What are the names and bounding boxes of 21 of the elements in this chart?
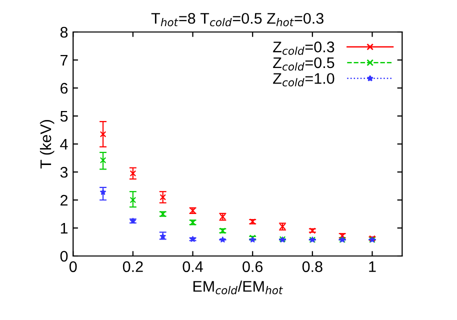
y-tick-label: 3 <box>60 166 68 178</box>
y-tick-label: 5 <box>60 111 68 122</box>
legend-label: Z$_{cold}$=0.3 <box>273 42 334 55</box>
x-tick-label: 0.4 <box>182 261 203 272</box>
legend-label: Z$_{cold}$=1.0 <box>273 73 334 86</box>
x-tick-label: 0.2 <box>122 261 143 272</box>
y-tick-label: 6 <box>60 82 68 94</box>
y-tick-label: 2 <box>60 194 68 206</box>
y-tick-label: 7 <box>60 55 68 66</box>
x-tick-label: 0 <box>69 261 77 272</box>
y-tick-label: 4 <box>60 139 68 150</box>
x-tick-label: 0.6 <box>242 261 263 272</box>
chart-title: T$_{hot}$=8 T$_{cold}$=0.5 Z$_{hot}$=0.3 <box>151 12 324 26</box>
y-tick-label: 8 <box>60 26 68 38</box>
y-tick-label: 0 <box>60 250 68 262</box>
x-tick-label: 1 <box>369 261 376 272</box>
x-axis-title: EM$_{cold}$/EM$_{hot}$ <box>193 280 283 294</box>
y-tick-label: 1 <box>60 223 68 234</box>
x-tick-label: 0.8 <box>302 261 322 272</box>
legend-label: Z$_{cold}$=0.5 <box>273 57 334 71</box>
y-axis-title: T (keV) <box>40 120 54 169</box>
